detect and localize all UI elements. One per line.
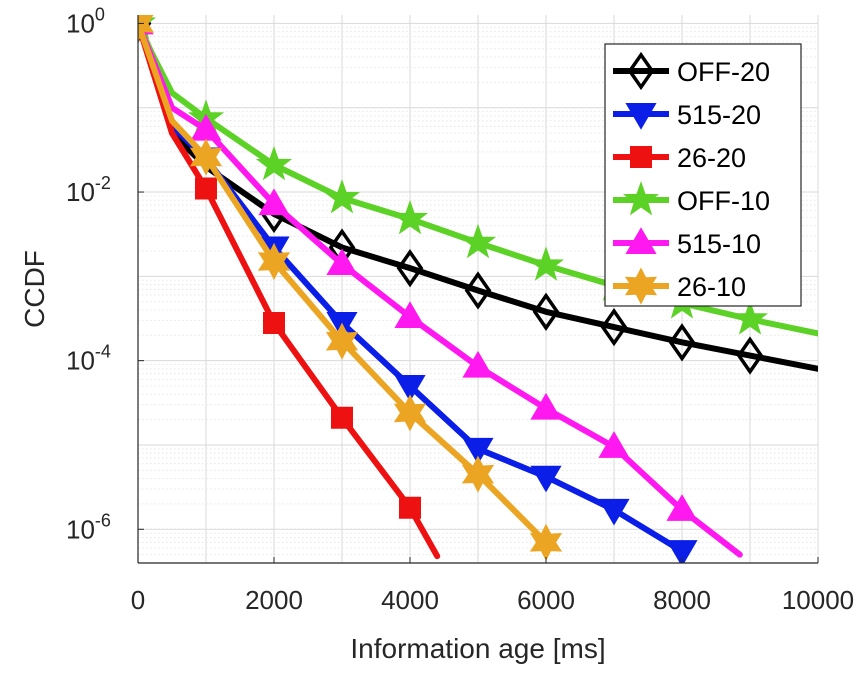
data-point-515-10 (666, 494, 698, 521)
data-point-515-10 (258, 188, 290, 216)
data-point-26-10 (393, 394, 427, 432)
y-axis-label: CCDF (19, 250, 50, 328)
legend-item-515-10: 515-10 (613, 227, 761, 259)
x-tick-label: 0 (131, 585, 145, 615)
y-tick-label: 10-4 (66, 342, 111, 376)
legend: OFF-20 515-20 26-20 OFF-10 515-10 26-10 (604, 43, 802, 307)
data-point-off-20 (396, 249, 424, 288)
legend-item-off-20: OFF-20 (613, 51, 770, 91)
data-point-515-10 (394, 301, 426, 328)
data-point-515-10 (326, 248, 358, 276)
data-point-off-10 (255, 145, 293, 181)
legend-label-26-20: 26-20 (677, 143, 746, 173)
data-point-515-20 (666, 540, 698, 563)
legend-marker-off-20 (627, 51, 655, 91)
legend-marker-26-20 (630, 146, 652, 168)
data-point-off-20 (600, 307, 628, 347)
data-point-26-10 (189, 138, 223, 176)
legend-item-off-10: OFF-10 (613, 180, 770, 216)
legend-label-off-10: OFF-10 (677, 186, 770, 216)
series-layer (138, 15, 818, 563)
data-point-26-10 (325, 322, 359, 360)
x-tick-label: 8000 (653, 585, 711, 615)
series-515-10 (138, 15, 743, 558)
y-tick-label: 100 (66, 4, 105, 38)
data-point-off-10 (323, 178, 361, 214)
legend-item-26-20: 26-20 (613, 143, 746, 173)
tick-labels: 0 2000 4000 6000 8000 10000 100 10-2 10-4 10-6 (66, 4, 854, 615)
legend-label-515-20: 515-20 (677, 100, 761, 130)
y-tick-label: 10-6 (66, 510, 111, 544)
data-point-26-20 (263, 311, 285, 334)
data-point-off-10 (731, 300, 769, 335)
data-point-off-10 (391, 199, 429, 235)
data-point-off-20 (532, 292, 560, 331)
legend-marker-515-10 (625, 227, 657, 254)
legend-marker-26-10 (624, 267, 658, 305)
data-point-515-10 (598, 431, 630, 458)
data-point-515-20 (530, 465, 562, 493)
legend-item-26-10: 26-10 (613, 267, 746, 305)
legend-marker-515-20 (625, 103, 657, 130)
legend-label-26-10: 26-10 (677, 272, 746, 302)
data-point-515-10 (530, 392, 562, 420)
data-point-off-20 (668, 323, 696, 362)
data-point-off-10 (459, 223, 497, 259)
x-tick-label: 2000 (245, 585, 303, 615)
axes (137, 15, 818, 564)
data-point-515-20 (462, 437, 494, 465)
legend-item-515-20: 515-20 (613, 100, 761, 130)
x-tick-label: 4000 (381, 585, 439, 615)
data-point-26-10 (257, 242, 291, 281)
data-point-off-20 (736, 336, 764, 375)
x-tick-label: 6000 (517, 585, 575, 615)
series-26-10 (138, 15, 563, 561)
data-point-515-20 (598, 498, 630, 526)
data-point-515-20 (394, 375, 426, 402)
data-point-26-10 (138, 15, 155, 43)
data-point-26-20 (195, 177, 217, 200)
legend-label-515-10: 515-10 (677, 229, 761, 259)
data-point-off-10 (527, 246, 565, 281)
x-tick-label: 10000 (782, 585, 854, 615)
legend-label-off-20: OFF-20 (677, 57, 770, 87)
data-point-515-10 (462, 350, 494, 378)
legend-box (604, 43, 802, 307)
data-point-off-20 (464, 271, 492, 310)
y-tick-label: 10-2 (66, 173, 111, 207)
data-point-26-10 (461, 455, 495, 493)
data-point-26-20 (399, 496, 421, 519)
data-point-26-20 (331, 406, 353, 429)
x-axis-label: Information age [ms] (350, 633, 605, 664)
legend-marker-off-10 (622, 180, 660, 216)
